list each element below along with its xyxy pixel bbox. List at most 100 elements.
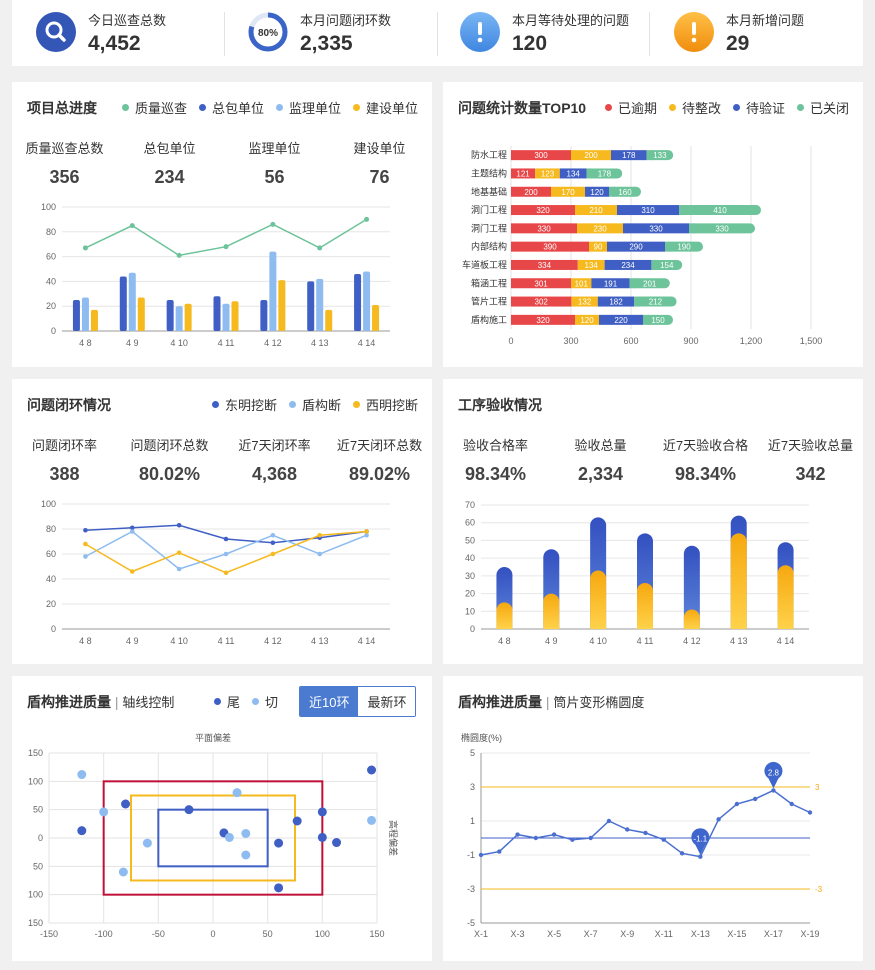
legend-item[interactable]: 西明挖断: [352, 395, 418, 414]
category-label: 箱涵工程: [471, 277, 507, 288]
bar-segment: [611, 150, 647, 161]
y-tick-label: 50: [33, 805, 43, 815]
legend-item[interactable]: 切: [252, 692, 278, 711]
category-label: 车道板工程: [462, 259, 507, 270]
bar: [316, 278, 324, 331]
legend-item[interactable]: 盾构断: [288, 395, 341, 414]
data-point: [77, 826, 87, 836]
panel-title: 盾构推进质量 | 筒片变形椭圆度: [458, 694, 645, 710]
stat-value: 4,452: [88, 32, 141, 55]
x-tick-label: 4 12: [683, 636, 701, 646]
data-point: [176, 252, 182, 258]
data-label: 123: [541, 169, 555, 178]
y-tick-label: 5: [470, 748, 475, 758]
y-tick-label: 1: [470, 816, 475, 826]
bar-segment-join: [679, 205, 685, 216]
kpi: 总包单位 234: [143, 141, 196, 187]
stat-pending: 本月等待处理的问题 120: [460, 0, 650, 66]
y-tick-label: 150: [28, 918, 43, 928]
data-label: 410: [713, 206, 727, 215]
data-label: 330: [537, 224, 551, 233]
x-tick-label: 4 9: [545, 636, 558, 646]
data-point: [121, 799, 131, 809]
legend-item[interactable]: 已逾期: [604, 98, 657, 117]
data-label: 170: [561, 188, 575, 197]
category-label: 管片工程: [471, 296, 507, 307]
bar-segment: [571, 278, 592, 289]
x-tick-label: 4 12: [264, 636, 282, 646]
legend-item[interactable]: 已关闭: [796, 98, 849, 117]
legend-item[interactable]: 总包单位: [198, 98, 264, 117]
data-point: [679, 851, 685, 856]
data-point: [317, 245, 323, 251]
data-point: [118, 867, 128, 877]
y-tick-label: 0: [51, 326, 56, 336]
legend-item[interactable]: 质量巡查: [121, 98, 187, 117]
bar-segment: [571, 150, 611, 161]
legend-item[interactable]: 东明挖断: [211, 395, 277, 414]
bar-segment: [577, 259, 605, 270]
y-tick-label: 40: [465, 553, 475, 563]
data-label: 301: [534, 279, 548, 288]
legend-item[interactable]: 建设单位: [352, 98, 418, 117]
x-tick-label: 50: [263, 929, 273, 939]
data-label: 220: [614, 316, 628, 325]
x-tick-label: 0: [508, 336, 513, 346]
panel-title: 问题统计数量TOP10: [458, 100, 587, 116]
kpi: 近7天验收合格 98.34%: [662, 438, 749, 484]
kpi: 监理单位 56: [248, 141, 301, 187]
panel-closed-loop: 问题闭环情况 东明挖断 盾构断 西明挖断 问题闭环率 388 问题闭环总数 80.0…: [12, 379, 432, 664]
panel-axis-control: 盾构推进质量 | 轴线控制 尾 切 近10环 最新环 平面偏差 高程偏差 -150 -…: [12, 676, 432, 961]
panel-subtitle: 筒片变形椭圆度: [553, 695, 645, 710]
stats-bar: 今日巡查总数 4,452 80% 本月问题闭环数 2,335 本月等待处理的问题…: [12, 0, 863, 66]
x-tick-label: 4 12: [264, 338, 282, 348]
x-tick-label: -50: [152, 929, 165, 939]
legend-item[interactable]: 尾: [214, 692, 240, 711]
y-tick-label: 40: [46, 276, 56, 286]
kpi: 近7天闭环率 4,368: [238, 438, 311, 484]
panel-title: 问题闭环情况: [27, 397, 111, 413]
tab-latest-ring[interactable]: 最新环: [358, 687, 416, 716]
legend-item[interactable]: 待验证: [732, 98, 785, 117]
legend-item[interactable]: 待整改: [668, 98, 721, 117]
data-label: 150: [651, 316, 665, 325]
data-label: 101: [575, 279, 589, 288]
bar-segment: [665, 241, 703, 252]
y-tick-label: 80: [46, 227, 56, 237]
stat-label: 今日巡查总数: [88, 13, 167, 28]
y-tick-label: 100: [28, 776, 43, 786]
data-label: 234: [621, 261, 635, 270]
tab-last-10-rings[interactable]: 近10环: [300, 687, 359, 716]
data-point: [364, 216, 370, 222]
data-label: 302: [535, 298, 549, 307]
x-tick-label: 4 13: [311, 636, 329, 646]
marker-label: 2.8: [768, 768, 780, 777]
data-point: [807, 810, 813, 815]
y-tick-label: -1: [467, 850, 475, 860]
data-point: [83, 541, 88, 547]
data-label: 134: [567, 169, 581, 178]
legend-item[interactable]: 监理单位: [275, 98, 341, 117]
x-tick-label: X-9: [620, 929, 634, 939]
data-point: [241, 850, 251, 860]
category-label: 地基基础: [471, 186, 507, 197]
data-point: [367, 765, 377, 775]
y-tick-label: 20: [46, 599, 56, 609]
data-label: 182: [609, 298, 623, 307]
data-point: [274, 883, 284, 893]
y-tick-label: 50: [465, 535, 475, 545]
bar: [184, 303, 192, 331]
y-tick-label: 20: [465, 589, 475, 599]
x-tick-label: X-5: [547, 929, 561, 939]
bar-segment: [629, 278, 670, 289]
panel-title: 项目总进度: [27, 100, 97, 116]
y-tick-label: -5: [467, 918, 475, 928]
data-label: 290: [629, 243, 643, 252]
divider: [649, 12, 650, 56]
divider: [437, 12, 438, 56]
x-tick-label: 4 10: [170, 636, 188, 646]
limit-box: [130, 794, 296, 882]
x-tick-label: 150: [369, 929, 384, 939]
data-point: [478, 852, 484, 858]
bar-segment: [575, 314, 599, 325]
